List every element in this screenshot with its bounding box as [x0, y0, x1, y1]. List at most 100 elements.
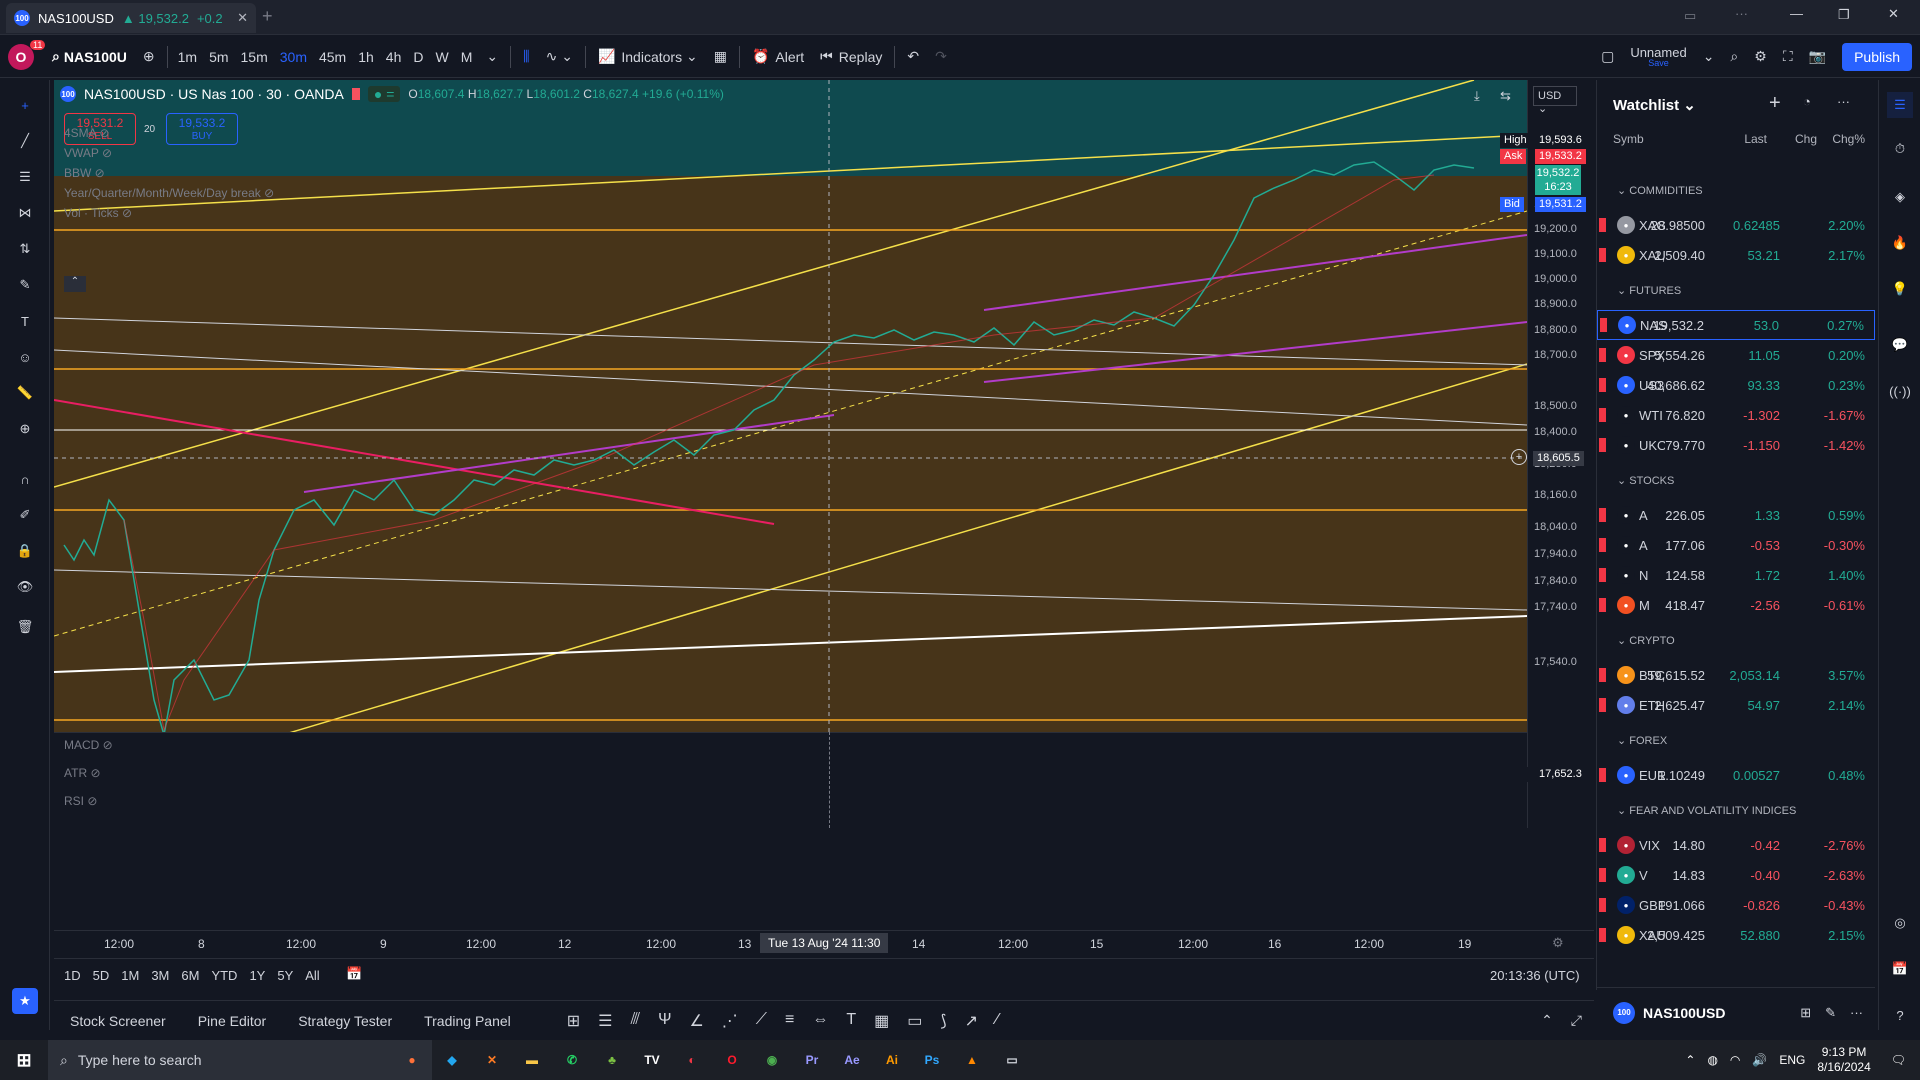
alert-button[interactable]: ⏰ Alert [744, 36, 812, 78]
text-tool-icon[interactable]: T [846, 1010, 857, 1028]
chrome-icon[interactable]: ◉ [766, 1053, 778, 1067]
range-6m[interactable]: 6M [181, 968, 200, 983]
layout-square-icon[interactable]: ▢ [1601, 48, 1615, 64]
purple-channel-upper[interactable] [983, 234, 1527, 311]
watchlist-row[interactable]: ● UKO 79.770 -1.150 -1.42% [1597, 430, 1875, 460]
flag-marker[interactable] [1599, 538, 1606, 552]
grid-tool-icon[interactable]: ⊞ [566, 1012, 581, 1030]
whatsapp-icon[interactable]: ✆ [566, 1053, 578, 1067]
broadcast-icon[interactable]: ((·)) [1889, 383, 1911, 399]
ruler-icon[interactable]: 📏 [16, 385, 34, 400]
candles-icon[interactable]: ⫼ [523, 48, 530, 64]
layers-icon[interactable]: ◈ [1895, 189, 1905, 204]
watchlist-row[interactable]: ● N 124.58 1.72 1.40% [1597, 560, 1875, 590]
calendar-goto-icon[interactable]: 📅 [346, 966, 363, 981]
watchlist-row[interactable]: ● A 226.05 1.33 0.59% [1597, 500, 1875, 530]
legend-item[interactable]: 4SMA ⊘ [64, 126, 109, 140]
fullscreen-icon[interactable]: ⛶ [1782, 48, 1793, 64]
settings-gear-icon[interactable]: ⚙ [1754, 48, 1767, 64]
footer-more-icon[interactable]: ··· [1850, 1004, 1863, 1020]
purple-channel-mid[interactable] [983, 321, 1527, 383]
watchlist-title[interactable]: Watchlist ⌄ [1613, 97, 1696, 114]
price-chart[interactable]: TradingView [54, 80, 1527, 828]
hidden-eye-icon[interactable]: ⊘ [99, 738, 113, 752]
white-slope-3[interactable] [54, 569, 1527, 611]
templates-icon[interactable]: ▦ [713, 48, 727, 64]
watchlist-row[interactable]: ● BTC 59,615.52 2,053.14 3.57% [1597, 660, 1875, 690]
watchlist-row[interactable]: ● SPX 5,554.26 11.05 0.20% [1597, 340, 1875, 370]
flag-marker[interactable] [1599, 508, 1606, 522]
more-icon[interactable]: ··· [1735, 6, 1748, 21]
hidden-eye-icon[interactable]: ⊘ [96, 126, 110, 140]
watchlist-row[interactable]: ● VIX 14.80 -0.42 -2.76% [1597, 830, 1875, 860]
illustrator-icon[interactable]: Ai [886, 1053, 898, 1067]
timeframe-4h[interactable]: 4h [385, 48, 402, 65]
watchlist-row[interactable]: ● XAU 2,509.40 53.21 2.17% [1597, 240, 1875, 270]
photoshop-icon[interactable]: Ps [924, 1053, 940, 1067]
range-1d[interactable]: 1D [64, 968, 81, 983]
expand-panel-icon[interactable]: ⌃ [1541, 1012, 1553, 1028]
text-icon[interactable]: T [21, 313, 29, 329]
hidden-eye-icon[interactable]: ⊘ [84, 794, 98, 808]
chart-download-icon[interactable]: ⤓ [1474, 88, 1480, 103]
timeframe-5m[interactable]: 5m [209, 48, 229, 65]
camera-icon[interactable]: 📷 [1808, 48, 1827, 64]
white-rising-line[interactable] [54, 615, 1527, 673]
app-red-icon[interactable]: ◐ [688, 1053, 696, 1067]
buy-button[interactable]: 19,533.2 BUY [166, 113, 238, 145]
timeframe-M[interactable]: M [460, 48, 473, 65]
range-5y[interactable]: 5Y [277, 968, 294, 983]
notifications-icon[interactable]: 🗨 [1890, 1053, 1906, 1067]
vlc-icon[interactable]: ▲ [966, 1053, 978, 1067]
pane-rsi[interactable]: RSI ⊘ [64, 794, 97, 808]
brush-icon[interactable]: ✎ [19, 277, 31, 292]
flag-marker[interactable] [1599, 598, 1606, 612]
maximize-icon[interactable]: ❐ [1838, 7, 1850, 22]
data-window-icon[interactable]: ◎ [1894, 915, 1906, 930]
watchlist-row[interactable]: ● A 177.06 -0.53 -0.30% [1597, 530, 1875, 560]
legend-item[interactable]: Year/Quarter/Month/Week/Day break ⊘ [64, 186, 274, 200]
taskbar-search[interactable]: ⌕ Type here to search [48, 1040, 392, 1080]
watchlist-icon[interactable]: ☰ [1887, 92, 1913, 118]
minimize-icon[interactable]: — [1790, 6, 1803, 21]
timeframe-W[interactable]: W [435, 48, 449, 65]
range-1m[interactable]: 1M [121, 968, 140, 983]
edit-icon[interactable]: ✎ [1825, 1004, 1836, 1020]
channel-top-line[interactable] [54, 134, 1527, 212]
chart-resize-icon[interactable]: ⇆ [1500, 88, 1511, 103]
watchlist-row[interactable]: ● EUR 1.10249 0.00527 0.48% [1597, 760, 1875, 790]
flag-marker[interactable] [1599, 218, 1606, 232]
table-tool-icon[interactable]: ▦ [874, 1012, 890, 1030]
flag-marker[interactable] [1599, 768, 1606, 782]
ray-tool-icon[interactable]: ↗ [964, 1012, 979, 1030]
tray-up-icon[interactable]: ⌃ [1685, 1053, 1696, 1067]
maximize-panel-icon[interactable]: ⤢ [1570, 1012, 1582, 1028]
watchlist-section[interactable]: ⌄ FUTURES [1617, 284, 1681, 297]
add-symbol-icon[interactable]: + [1769, 92, 1781, 114]
hidden-eye-icon[interactable]: ⊘ [91, 166, 105, 180]
firefox-icon[interactable]: ● [392, 1040, 432, 1080]
windows-start-icon[interactable]: ⊞ [16, 1049, 32, 1070]
pane-macd[interactable]: MACD ⊘ [64, 738, 113, 752]
channel-tool-icon[interactable]: ⫻ [630, 1010, 641, 1028]
crosshair-icon[interactable]: + [21, 97, 29, 113]
lines-tool-icon[interactable]: ☰ [598, 1012, 613, 1030]
calendar-icon[interactable]: 📅 [1891, 961, 1909, 976]
lock-pencil-icon[interactable]: ✐ [19, 507, 31, 522]
watchlist-column-header[interactable]: Chg [1794, 132, 1817, 146]
add-alert-plus-icon[interactable]: + [1511, 449, 1527, 465]
panel-icon[interactable]: ▭ [1684, 8, 1697, 23]
flag-marker[interactable] [1599, 868, 1606, 882]
path-tool-icon[interactable]: ⟆ [940, 1012, 947, 1030]
red-down-line[interactable] [54, 399, 775, 525]
angle-tool-icon[interactable]: ∠ [689, 1012, 704, 1030]
indicators-button[interactable]: 📈 Indicators ⌄ [597, 48, 698, 65]
chart-area[interactable]: TradingView 100 NAS100USD · US Nas 100 ·… [54, 80, 1586, 828]
range-1y[interactable]: 1Y [249, 968, 266, 983]
line-chart-icon[interactable]: ∿ ⌄ [545, 48, 573, 64]
timeframe-1h[interactable]: 1h [358, 48, 374, 65]
pitchfork-tool-icon[interactable]: Ψ [658, 1010, 672, 1028]
grid-view-icon[interactable]: ⊞ [1800, 1004, 1812, 1020]
watchlist-section[interactable]: ⌄ FOREX [1617, 734, 1667, 747]
timeframe-45m[interactable]: 45m [318, 48, 347, 65]
